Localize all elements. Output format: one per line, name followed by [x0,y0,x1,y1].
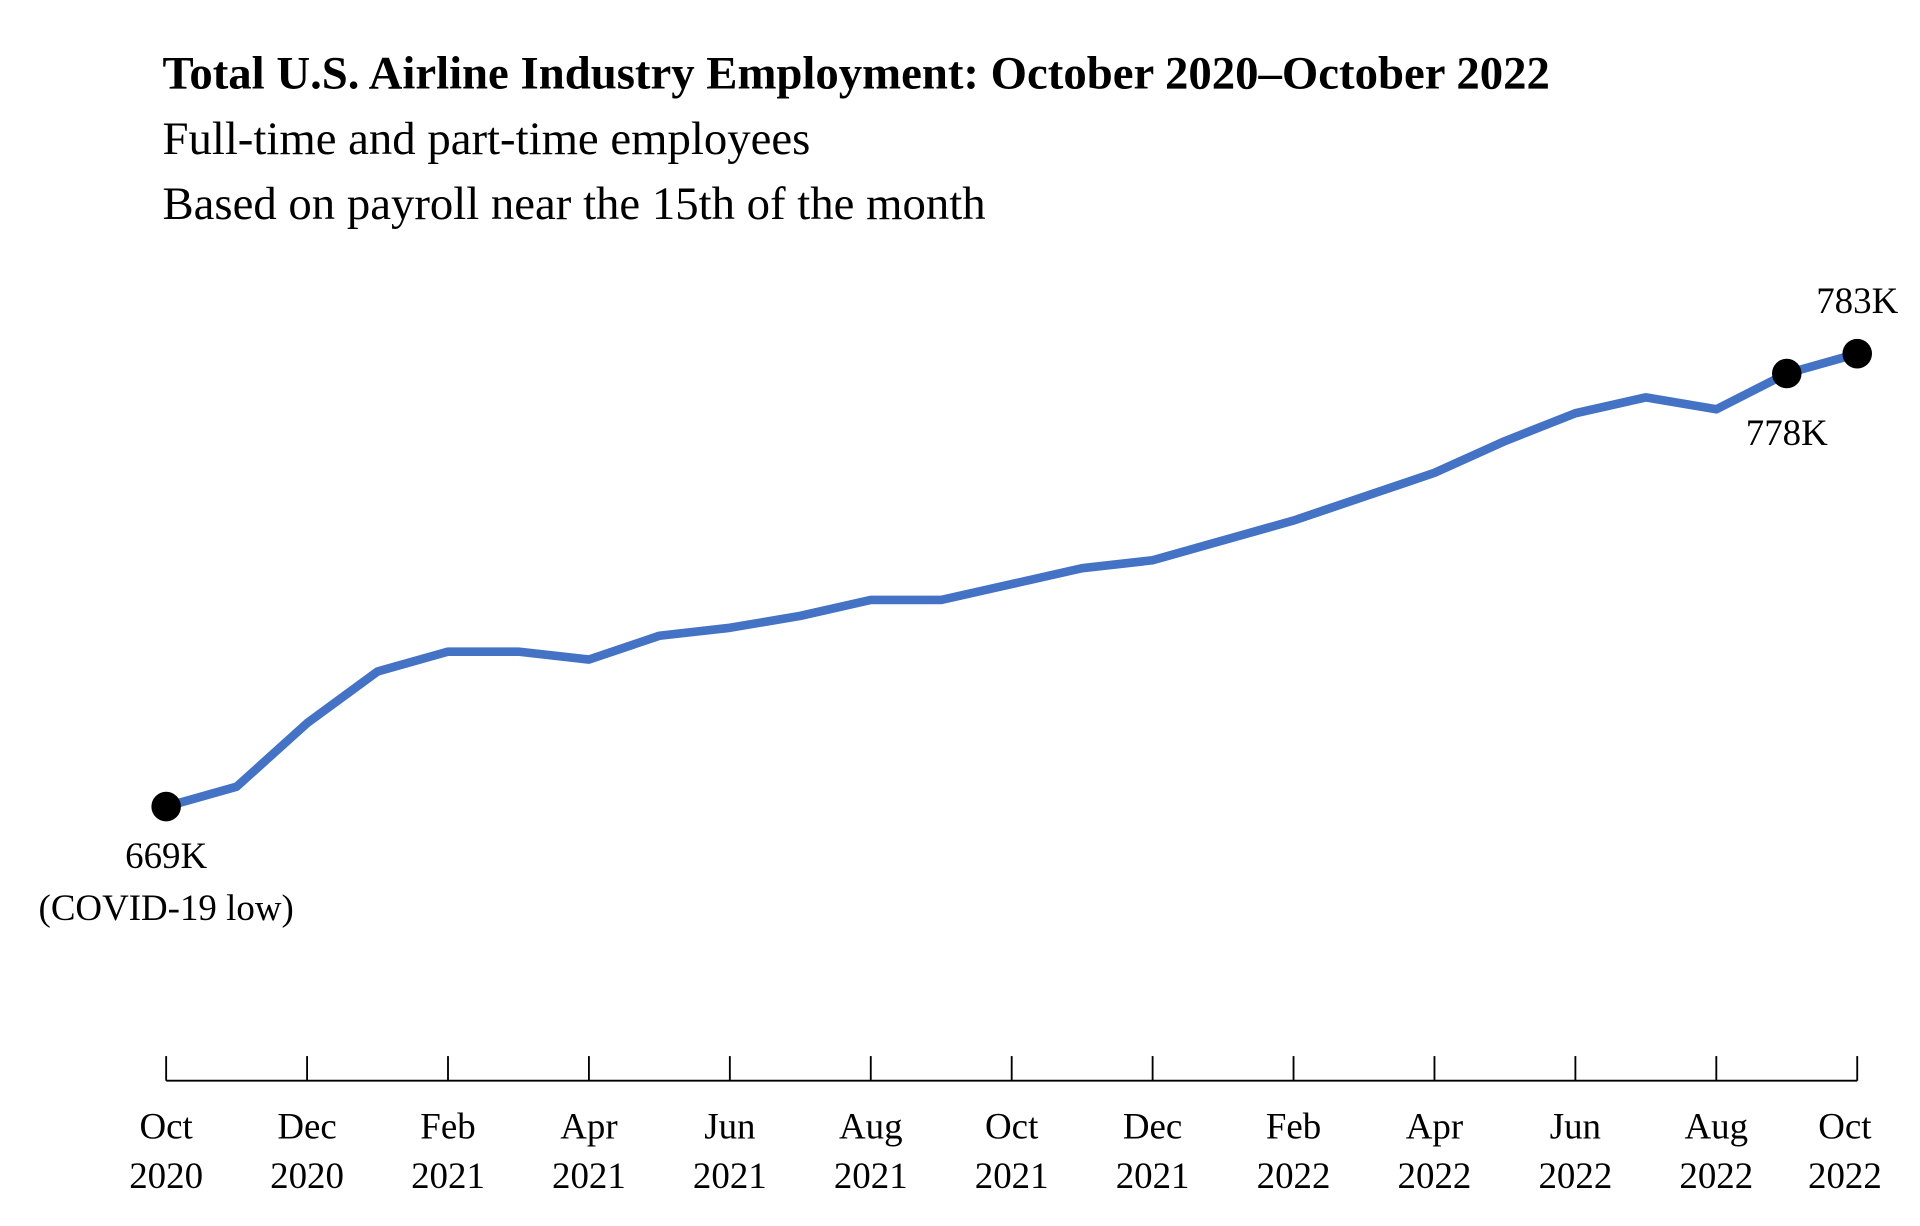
x-tick-label-year: 2022 [1538,1155,1612,1196]
x-tick-label-month: Oct [985,1106,1039,1147]
x-tick-label-month: Jun [1550,1106,1601,1147]
x-tick-label-year: 2021 [552,1155,626,1196]
x-tick-label-year: 2020 [270,1155,344,1196]
x-tick-label-month: Oct [1818,1106,1872,1147]
x-tick-label-month: Aug [839,1106,903,1147]
x-axis: Oct 2020 Dec 2020 Feb 2021 Apr 2021 Jun 2021 Aug 20… [129,1056,1882,1196]
data-label-note: (COVID-19 low) [39,887,294,929]
x-tick-label-month: Jun [704,1106,755,1147]
x-tick-label-month: Feb [1266,1106,1321,1147]
chart-subtitle-2: Based on payroll near the 15th of the mo… [162,178,985,230]
x-tick-label-month: Oct [140,1106,194,1147]
x-tick-label-year: 2022 [1808,1155,1882,1196]
x-tick-label-month: Feb [420,1106,475,1147]
plot-area: 669K (COVID-19 low) 778K 783K [39,280,1899,929]
x-tick-label-month: Dec [1123,1106,1182,1147]
x-tick-label-year: 2022 [1257,1155,1331,1196]
highlight-marker [1772,358,1802,389]
chart-title: Total U.S. Airline Industry Employment: … [162,48,1549,100]
x-tick-label-month: Apr [560,1106,617,1147]
data-label: 783K [1816,280,1898,321]
x-tick-label-year: 2021 [693,1155,767,1196]
x-tick-label-month: Dec [277,1106,336,1147]
x-tick-label-year: 2021 [975,1155,1049,1196]
data-label: 778K [1746,412,1828,453]
x-tick-label-year: 2020 [129,1155,203,1196]
x-tick-label-month: Apr [1406,1106,1463,1147]
series-line [164,349,1859,811]
highlight-marker [151,791,181,822]
data-label: 669K [125,835,207,876]
x-tick-label-year: 2022 [1398,1155,1472,1196]
x-tick-label-year: 2021 [411,1155,485,1196]
chart-subtitle-1: Full-time and part-time employees [162,113,810,165]
x-tick-label-year: 2021 [834,1155,908,1196]
x-tick-label-year: 2021 [1116,1155,1190,1196]
x-tick-label-year: 2022 [1679,1155,1753,1196]
x-tick-label-month: Aug [1685,1106,1749,1147]
highlight-marker [1842,338,1872,369]
